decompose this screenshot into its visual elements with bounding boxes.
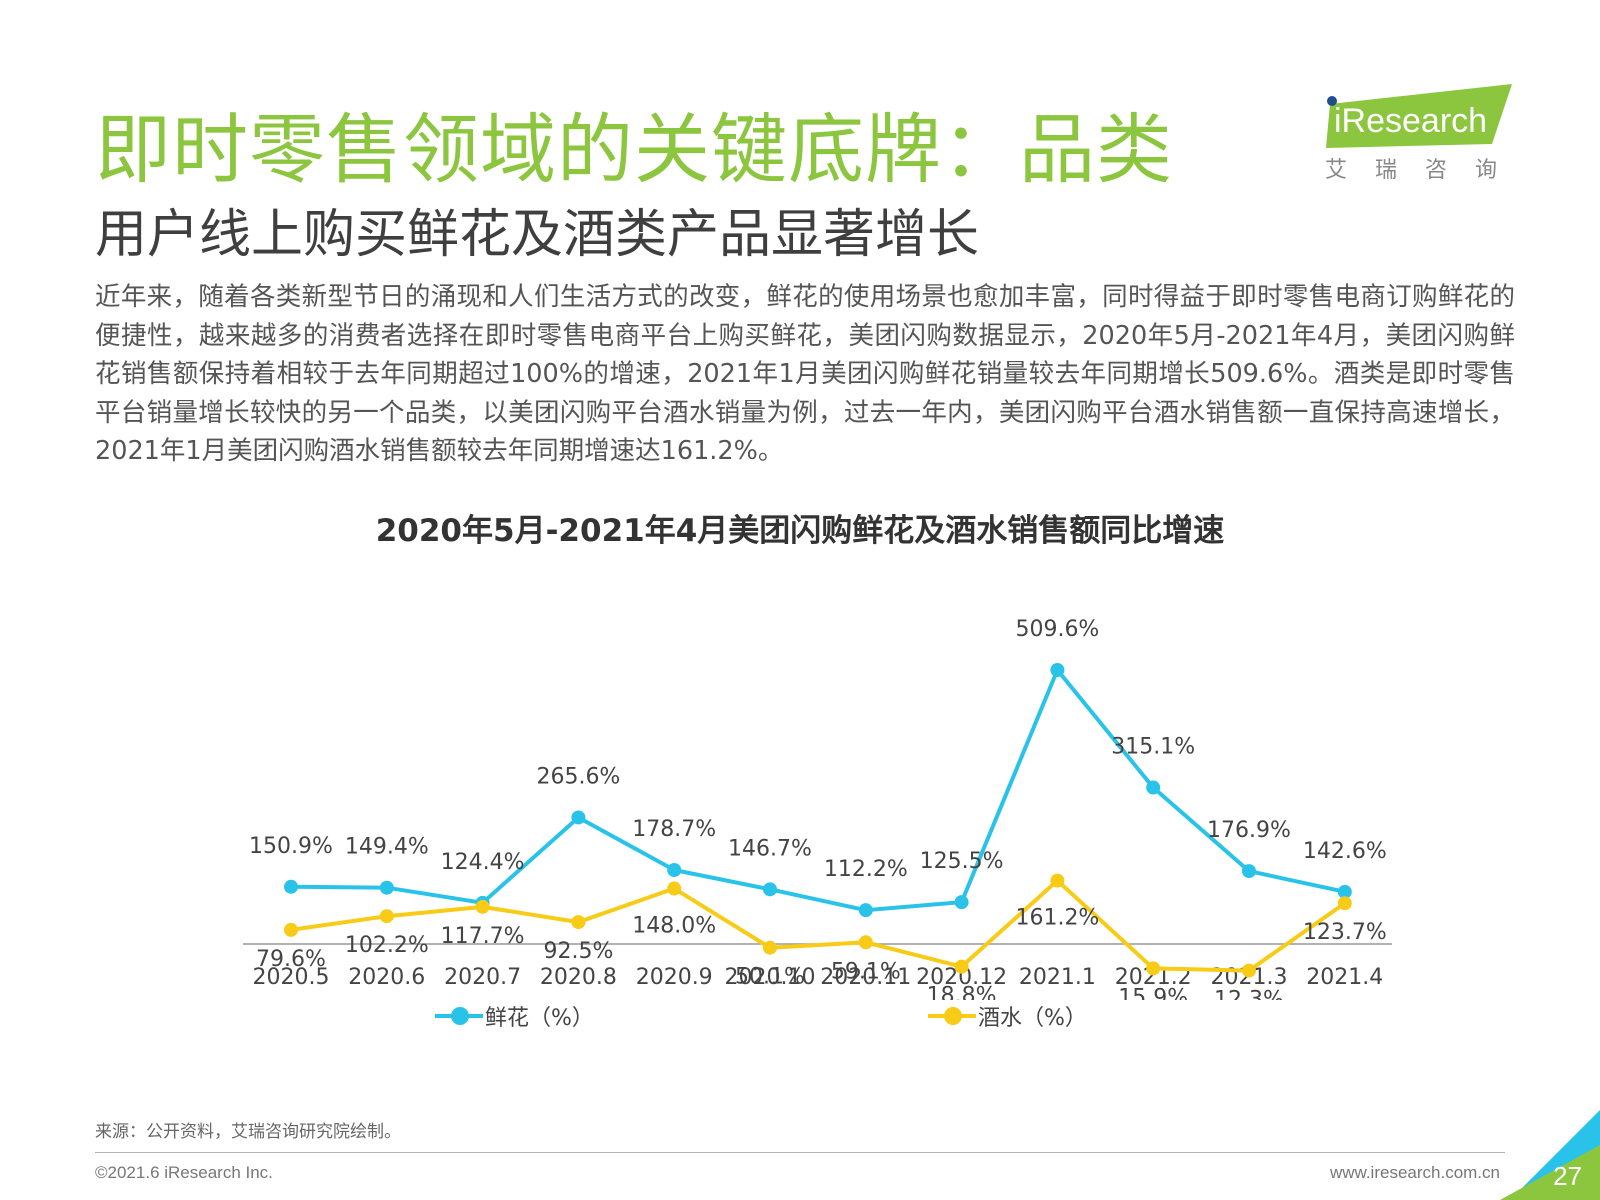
body-paragraph: 近年来，随着各类新型节日的涌现和人们生活方式的改变，鲜花的使用场景也愈加丰富，同… [95, 282, 1515, 466]
data-point-0-4 [667, 862, 682, 877]
data-label-1-10: 12.3% [1214, 988, 1284, 1000]
x-tick-label: 2020.9 [636, 965, 713, 990]
chart-title: 2020年5月-2021年4月美团闪购鲜花及酒水销售额同比增速 [375, 513, 1225, 549]
legend-item-liquor: 酒水（%） [928, 1000, 1087, 1032]
data-label-1-3: 92.5% [543, 939, 613, 964]
data-label-0-10: 176.9% [1207, 818, 1291, 843]
legend-liquor-marker [928, 1007, 976, 1025]
x-tick-label: 2020.6 [348, 965, 425, 990]
legend-item-flowers: 鲜花（%） [435, 1000, 594, 1032]
data-label-1-6: 59.1% [831, 959, 901, 984]
x-tick-label: 2020.5 [253, 965, 330, 990]
data-label-1-11: 123.7% [1303, 920, 1387, 945]
data-point-1-0 [284, 922, 298, 937]
data-point-1-3 [571, 915, 586, 930]
data-label-0-11: 142.6% [1303, 839, 1387, 864]
data-point-1-5 [763, 940, 777, 955]
data-point-1-7 [954, 959, 969, 974]
data-label-1-5: 50.1% [735, 965, 805, 990]
data-point-1-4 [667, 881, 682, 896]
data-label-0-8: 509.6% [1015, 617, 1099, 642]
data-label-1-2: 117.7% [441, 924, 525, 949]
data-point-0-11 [1337, 884, 1352, 899]
data-point-0-6 [858, 903, 873, 918]
page-subtitle: 用户线上购买鲜花及酒类产品显著增长 [95, 205, 980, 265]
page-number: 27 [1553, 1161, 1582, 1191]
data-label-0-1: 149.4% [345, 835, 429, 860]
data-point-0-0 [284, 879, 298, 894]
copyright: ©2021.6 iResearch Inc. [95, 1163, 273, 1182]
data-point-0-9 [1146, 780, 1161, 795]
logo-cn-name: 艾瑞咨询 [1325, 158, 1526, 183]
series-line-1 [290, 878, 1346, 973]
data-label-1-0: 79.6% [256, 947, 326, 972]
data-point-1-10 [1242, 963, 1256, 978]
legend-flowers-marker [435, 1007, 483, 1025]
data-label-1-9: 15.9% [1118, 985, 1188, 1000]
website-link[interactable]: www.iresearch.com.cn [1329, 1163, 1500, 1182]
data-point-1-8 [1050, 873, 1065, 888]
data-point-0-3 [571, 810, 586, 825]
series-line-0 [290, 668, 1346, 913]
page-title: 即时零售领域的关键底牌：品类 [95, 105, 1173, 194]
x-tick-label: 2021.1 [1019, 965, 1096, 990]
data-point-0-1 [379, 880, 394, 895]
logo-brand-text: iResearch [1334, 102, 1487, 140]
data-label-0-4: 178.7% [632, 817, 716, 842]
data-point-1-9 [1146, 961, 1161, 976]
data-label-0-3: 265.6% [536, 764, 620, 789]
data-point-0-10 [1242, 864, 1256, 879]
data-label-1-1: 102.2% [345, 933, 429, 958]
data-label-0-9: 315.1% [1111, 735, 1195, 760]
data-label-1-7: 18.8% [927, 984, 997, 1000]
line-chart: 2020.5 2020.6 2020.7 2020.8 2020.9 2020.10 202… [243, 617, 1392, 1000]
x-tick-label: 2021.4 [1306, 965, 1383, 990]
data-point-1-2 [475, 899, 490, 914]
x-tick-label: 2020.10 [725, 965, 816, 990]
source-note: 来源：公开资料，艾瑞咨询研究院绘制。 [95, 1122, 401, 1142]
data-point-1-11 [1337, 896, 1352, 911]
legend-flowers-label: 鲜花（%） [485, 1006, 594, 1031]
data-label-0-0: 150.9% [249, 834, 333, 859]
corner-decoration [1500, 1110, 1600, 1200]
data-label-0-2: 124.4% [441, 850, 525, 875]
iresearch-logo: iResearch [1320, 82, 1520, 192]
data-point-1-6 [858, 935, 873, 950]
data-label-0-5: 146.7% [728, 836, 812, 861]
data-point-1-1 [379, 909, 394, 924]
x-tick-label: 2020.7 [444, 965, 521, 990]
data-point-0-8 [1050, 663, 1065, 677]
x-tick-label: 2020.8 [540, 965, 617, 990]
data-label-1-4: 148.0% [632, 914, 716, 939]
data-point-0-5 [763, 882, 777, 897]
data-label-0-7: 125.5% [920, 849, 1004, 874]
data-point-0-7 [954, 895, 969, 910]
data-label-1-8: 161.2% [1015, 906, 1099, 931]
data-label-0-6: 112.2% [824, 857, 908, 882]
footer-divider [95, 1152, 1505, 1153]
legend-liquor-label: 酒水（%） [978, 1006, 1087, 1031]
x-tick-label: 2020.11 [820, 965, 911, 990]
